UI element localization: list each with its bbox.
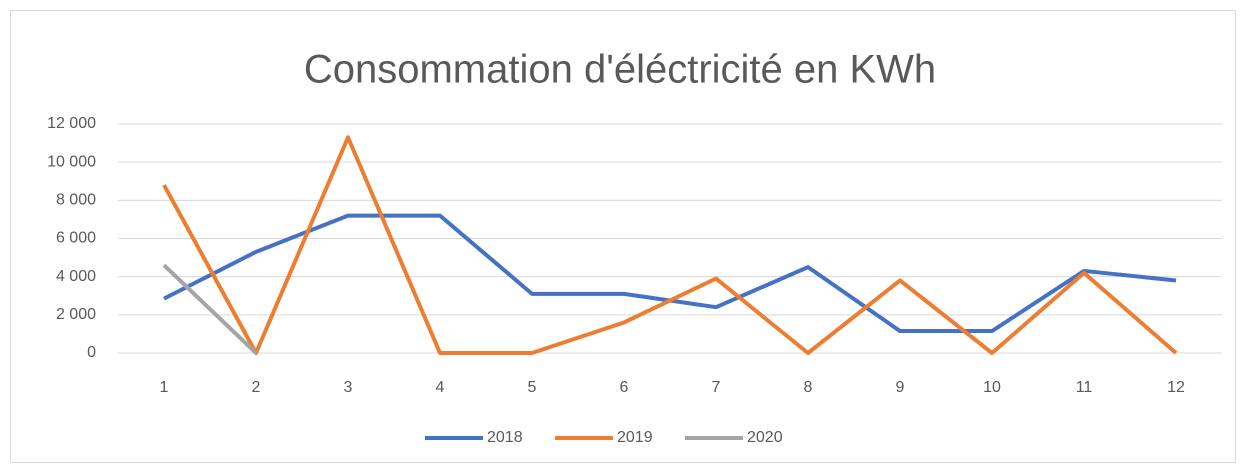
x-tick-label: 6	[620, 379, 629, 396]
series-line	[162, 135, 1178, 355]
y-tick-label: 10 000	[47, 153, 96, 170]
x-tick-label: 3	[344, 379, 353, 396]
y-tick-label: 2 000	[56, 306, 96, 323]
y-tick-label: 6 000	[56, 230, 96, 247]
x-tick-label: 10	[983, 379, 1001, 396]
legend-label: 2020	[747, 429, 783, 446]
x-tick-label: 8	[804, 379, 813, 396]
x-tick-label: 12	[1167, 379, 1185, 396]
x-tick-label: 9	[896, 379, 905, 396]
y-tick-label: 12 000	[47, 115, 96, 132]
chart-border	[10, 10, 1236, 463]
x-tick-label: 5	[528, 379, 537, 396]
series-line	[162, 263, 258, 355]
x-tick-label: 7	[712, 379, 721, 396]
chart-title: Consommation d'éléctricité en KWh	[304, 48, 936, 92]
x-tick-label: 4	[436, 379, 445, 396]
x-tick-label: 11	[1076, 379, 1093, 396]
x-tick-label: 2	[252, 379, 261, 396]
y-tick-label: 0	[87, 344, 96, 361]
y-tick-label: 4 000	[56, 268, 96, 285]
legend-label: 2019	[617, 429, 653, 446]
x-tick-label: 1	[160, 379, 169, 396]
legend-label: 2018	[487, 429, 523, 446]
y-tick-label: 8 000	[56, 192, 96, 209]
